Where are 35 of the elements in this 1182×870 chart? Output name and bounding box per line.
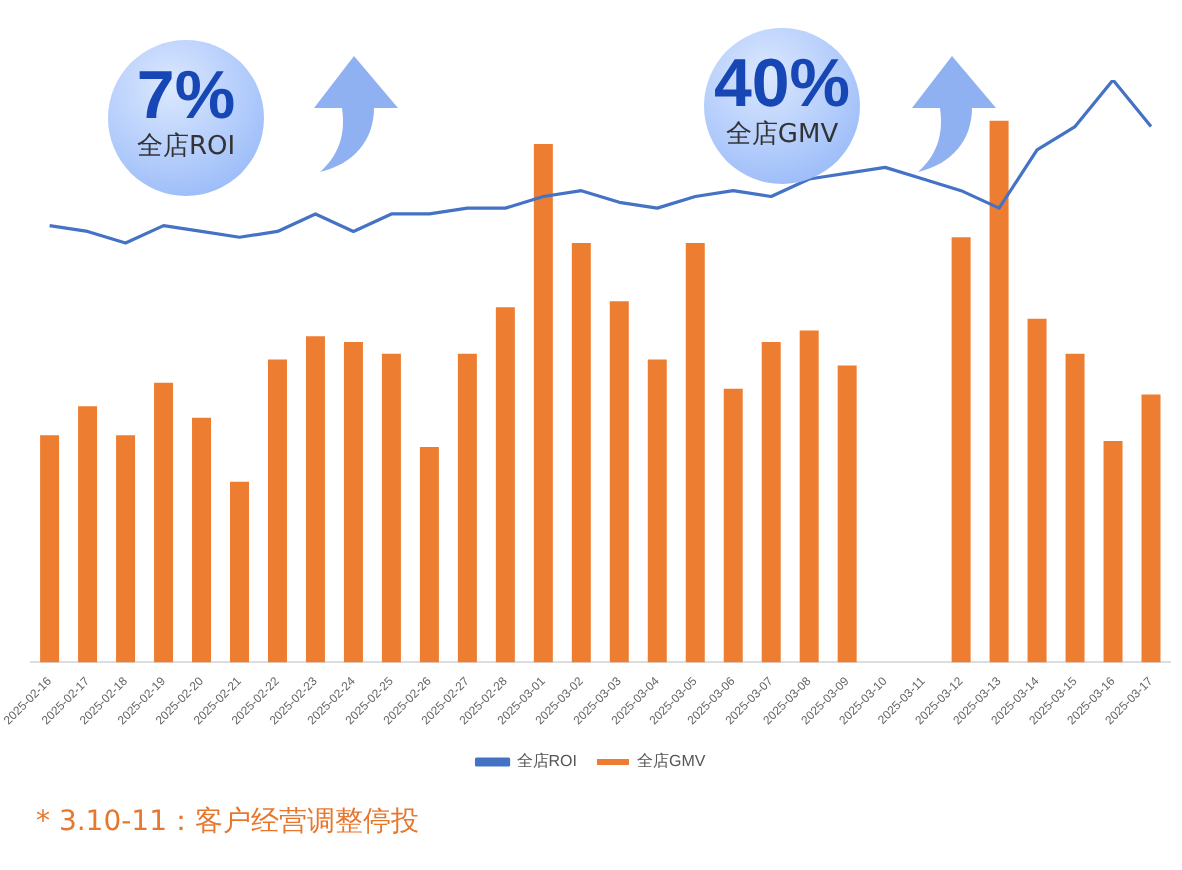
bar bbox=[381, 353, 401, 663]
bar bbox=[267, 359, 287, 663]
bar bbox=[989, 120, 1009, 663]
bar bbox=[1027, 318, 1047, 663]
bar bbox=[647, 359, 667, 663]
annotation: 40% bbox=[711, 46, 853, 122]
bar bbox=[1065, 353, 1085, 663]
annotation: 7% bbox=[134, 58, 238, 134]
bar bbox=[305, 336, 325, 663]
bar bbox=[799, 330, 819, 663]
bar bbox=[192, 417, 212, 663]
bar bbox=[1103, 441, 1123, 663]
annotation: 全店GMV bbox=[723, 120, 841, 152]
bar bbox=[951, 237, 971, 663]
bar bbox=[230, 481, 249, 663]
annotation: 全店ROI bbox=[134, 132, 238, 164]
bar bbox=[837, 365, 857, 663]
bar bbox=[154, 382, 174, 663]
bar bbox=[419, 446, 439, 663]
bar bbox=[723, 388, 743, 663]
bar bbox=[457, 353, 477, 663]
bar bbox=[685, 243, 705, 663]
bar bbox=[78, 406, 98, 663]
legend-label: 全店ROI bbox=[516, 752, 578, 771]
bar bbox=[533, 144, 553, 663]
bar bbox=[495, 307, 515, 663]
bar bbox=[571, 243, 591, 663]
text: * 3.10-11：客户经营调整停投 bbox=[36, 804, 419, 840]
bar bbox=[343, 342, 363, 663]
bar bbox=[609, 301, 629, 663]
bar bbox=[40, 435, 60, 663]
bar bbox=[761, 342, 781, 663]
bar bbox=[1141, 394, 1161, 663]
legend-label: 全店GMV bbox=[637, 752, 707, 771]
bar bbox=[116, 435, 136, 663]
